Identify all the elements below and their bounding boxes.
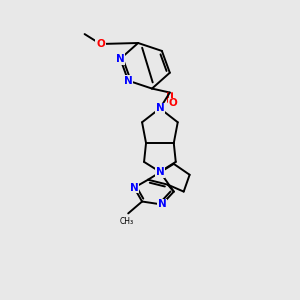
Text: O: O: [96, 39, 105, 49]
Text: N: N: [155, 103, 164, 113]
Text: N: N: [116, 54, 125, 64]
Text: CH₃: CH₃: [119, 218, 133, 226]
Text: N: N: [124, 76, 133, 85]
Text: N: N: [158, 200, 166, 209]
Text: N: N: [130, 183, 139, 193]
Text: N: N: [155, 167, 164, 177]
Text: O: O: [168, 98, 177, 108]
